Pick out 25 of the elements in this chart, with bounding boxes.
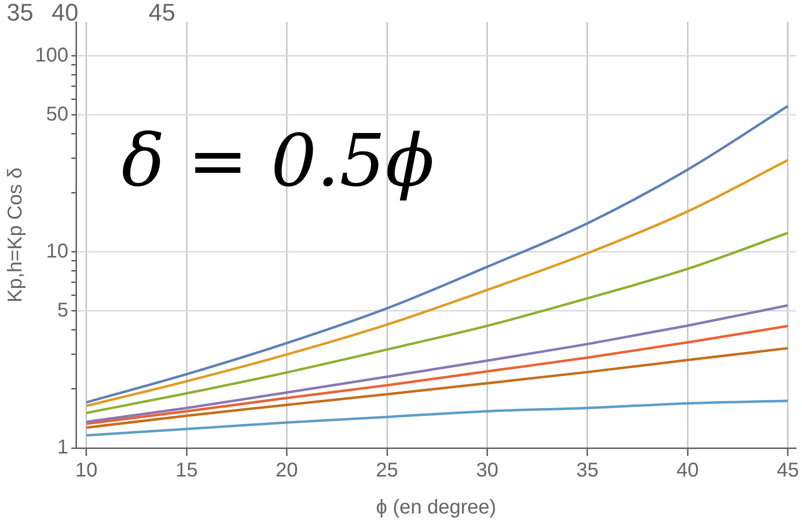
annotation: 45 [148, 0, 176, 27]
line-series [85, 346, 790, 429]
annotation: 40 [52, 0, 78, 27]
text: 35 [6, 0, 34, 27]
line-series [85, 104, 790, 404]
y-tick-label: 100 [34, 44, 68, 66]
x-tick-label: 25 [376, 460, 398, 482]
line-series [85, 400, 790, 437]
x-tick-label: 45 [776, 460, 799, 482]
x-tick-label: 30 [476, 460, 498, 482]
x-tick-label: 15 [175, 460, 198, 482]
x-tick-label: 10 [75, 460, 98, 482]
y-tick-label: 5 [57, 300, 68, 322]
x-axis-title: ϕ (en degree) [376, 496, 496, 519]
annotation: δ = 0.5ϕ [121, 118, 434, 203]
line-series [85, 304, 790, 424]
y-tick-label: 50 [46, 103, 68, 126]
y-axis-title: Kp,h=Kp Cos δ [4, 167, 27, 303]
x-tick-label: 40 [676, 460, 699, 482]
line-series [85, 232, 790, 414]
line-series [85, 324, 790, 425]
x-tick-label: 35 [576, 460, 599, 482]
y-tick-label: 1 [57, 436, 68, 459]
y-tick-label: 10 [46, 240, 68, 262]
x-tick-label: 20 [276, 460, 298, 482]
